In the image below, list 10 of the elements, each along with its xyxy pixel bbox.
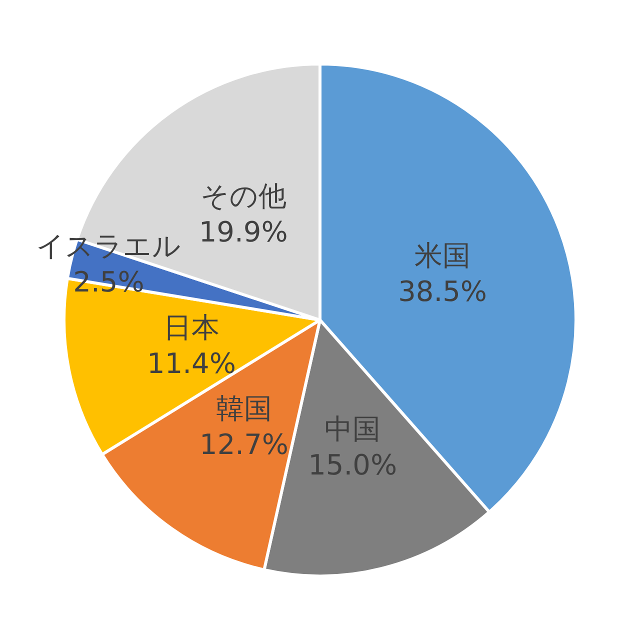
slice-label: 韓国 [216,392,272,426]
slice-label: 中国 [324,412,381,446]
data-label: 11.4% [147,346,236,380]
slice-label: 日本 [163,310,220,344]
data-label: 12.7% [200,428,288,462]
data-label: 19.9% [198,215,288,248]
slice-label: その他 [200,179,286,212]
slice-label: 米国 [414,239,471,272]
data-label: 38.5% [398,275,488,308]
data-label: 15.0% [308,448,398,482]
